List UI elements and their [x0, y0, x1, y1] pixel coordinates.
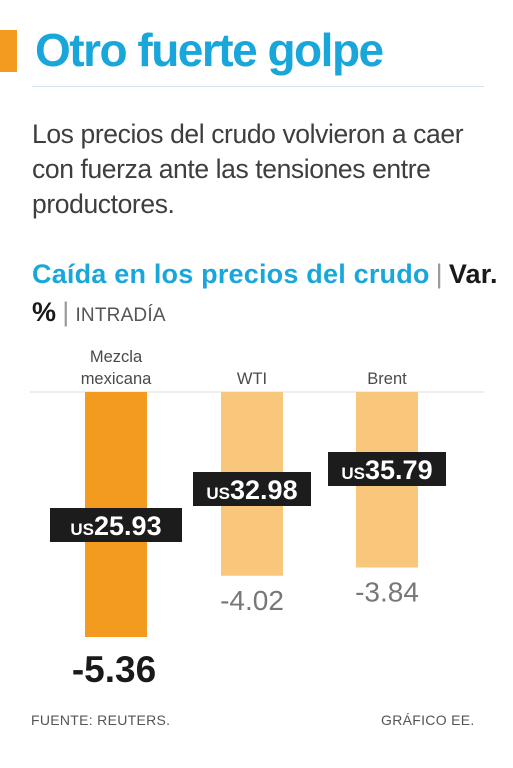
category-label: Mezcla [90, 348, 143, 366]
category-label: Brent [367, 370, 407, 388]
value-label: -5.36 [72, 649, 156, 690]
heading-separator: | [435, 259, 443, 289]
chart-note: INTRADÍA [75, 305, 166, 326]
bar-chart: Mezcla mexicana US25.93 -5.36 WTI US32.98 -4.0… [30, 348, 484, 690]
price-label-box [50, 508, 182, 542]
accent-bar [0, 30, 17, 72]
price-label: US35.79 [341, 455, 432, 485]
page-subtitle: Los precios del crudo volvieron a caer c… [32, 119, 464, 219]
price-label: US32.98 [206, 475, 297, 505]
chart-title: Caída en los precios del crudo [32, 259, 430, 289]
source-note: FUENTE: REUTERS. [31, 712, 171, 728]
price-label-box [193, 472, 311, 506]
value-label: -3.84 [355, 577, 419, 608]
category-label: mexicana [81, 370, 152, 388]
credit-note: GRÁFICO EE. [381, 712, 475, 728]
heading-separator: | [62, 297, 70, 327]
category-label: WTI [237, 370, 267, 388]
price-label-box [328, 452, 446, 486]
chart-heading: Caída en los precios del crudo | Var. % | IN… [32, 255, 502, 335]
value-label: -4.02 [220, 585, 284, 616]
page-title: Otro fuerte golpe [35, 24, 384, 76]
price-label: US25.93 [70, 511, 161, 541]
title-divider [32, 86, 484, 87]
chart-unit: Var. % [32, 259, 498, 327]
